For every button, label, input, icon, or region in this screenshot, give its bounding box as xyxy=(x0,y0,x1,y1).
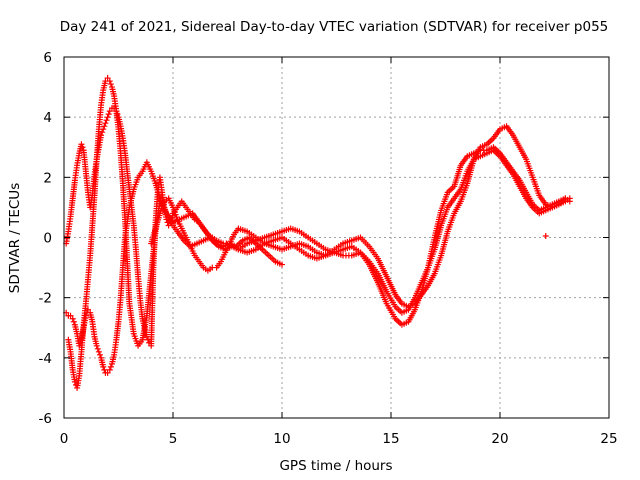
data-point xyxy=(102,120,109,127)
data-point-trace xyxy=(144,336,151,343)
data-point-trace xyxy=(77,339,84,346)
data-point-trace xyxy=(94,345,101,352)
data-point xyxy=(106,366,113,373)
y-tick-label: 2 xyxy=(43,170,52,186)
data-point-trace xyxy=(99,129,106,136)
x-tick-label: 15 xyxy=(382,431,399,447)
data-point-trace xyxy=(107,363,114,370)
x-axis-label: GPS time / hours xyxy=(279,458,392,474)
data-point xyxy=(95,348,102,355)
x-tick-label: 0 xyxy=(60,431,69,447)
gridlines xyxy=(64,57,609,418)
x-tick-label: 25 xyxy=(600,431,617,447)
data-point xyxy=(100,363,107,370)
data-point-trace xyxy=(101,123,108,130)
data-point-trace xyxy=(96,351,103,358)
y-axis-label: SDTVAR / TECUs xyxy=(7,183,23,293)
data-point xyxy=(93,342,100,349)
data-point xyxy=(76,342,83,349)
y-tick-label: 6 xyxy=(43,50,52,66)
data-point xyxy=(82,312,89,319)
data-point xyxy=(106,78,113,85)
axis-ticks: 0 5 10 15 20 25 -6 -4 -2 0 2 4 6 xyxy=(39,50,618,447)
data-point xyxy=(279,261,285,268)
data-point xyxy=(542,232,549,239)
data-point xyxy=(67,312,74,319)
data-point xyxy=(566,198,573,205)
data-point xyxy=(104,75,111,82)
x-tick-label: 5 xyxy=(169,431,178,447)
data-point-trace xyxy=(105,111,112,118)
y-tick-label: -4 xyxy=(39,351,52,367)
data-point xyxy=(69,315,76,322)
data-point-trace xyxy=(103,117,110,124)
data-point xyxy=(106,108,113,115)
data-point xyxy=(104,369,111,376)
data-point xyxy=(84,306,91,313)
data-point xyxy=(71,378,78,385)
x-tick-label: 20 xyxy=(491,431,508,447)
data-points xyxy=(63,75,573,391)
data-point-trace xyxy=(101,366,108,373)
data-point xyxy=(78,141,85,148)
data-point xyxy=(104,114,111,121)
data-point-trace xyxy=(79,144,86,151)
y-tick-label: -6 xyxy=(39,411,52,427)
data-point-trace xyxy=(70,318,77,325)
x-tick-label: 10 xyxy=(273,431,290,447)
data-point-trace xyxy=(107,81,114,88)
y-tick-label: 4 xyxy=(43,110,52,126)
chart-title: Day 241 of 2021, Sidereal Day-to-day VTE… xyxy=(60,19,609,35)
y-tick-label: -2 xyxy=(39,291,52,307)
y-tick-label: 0 xyxy=(43,231,52,247)
